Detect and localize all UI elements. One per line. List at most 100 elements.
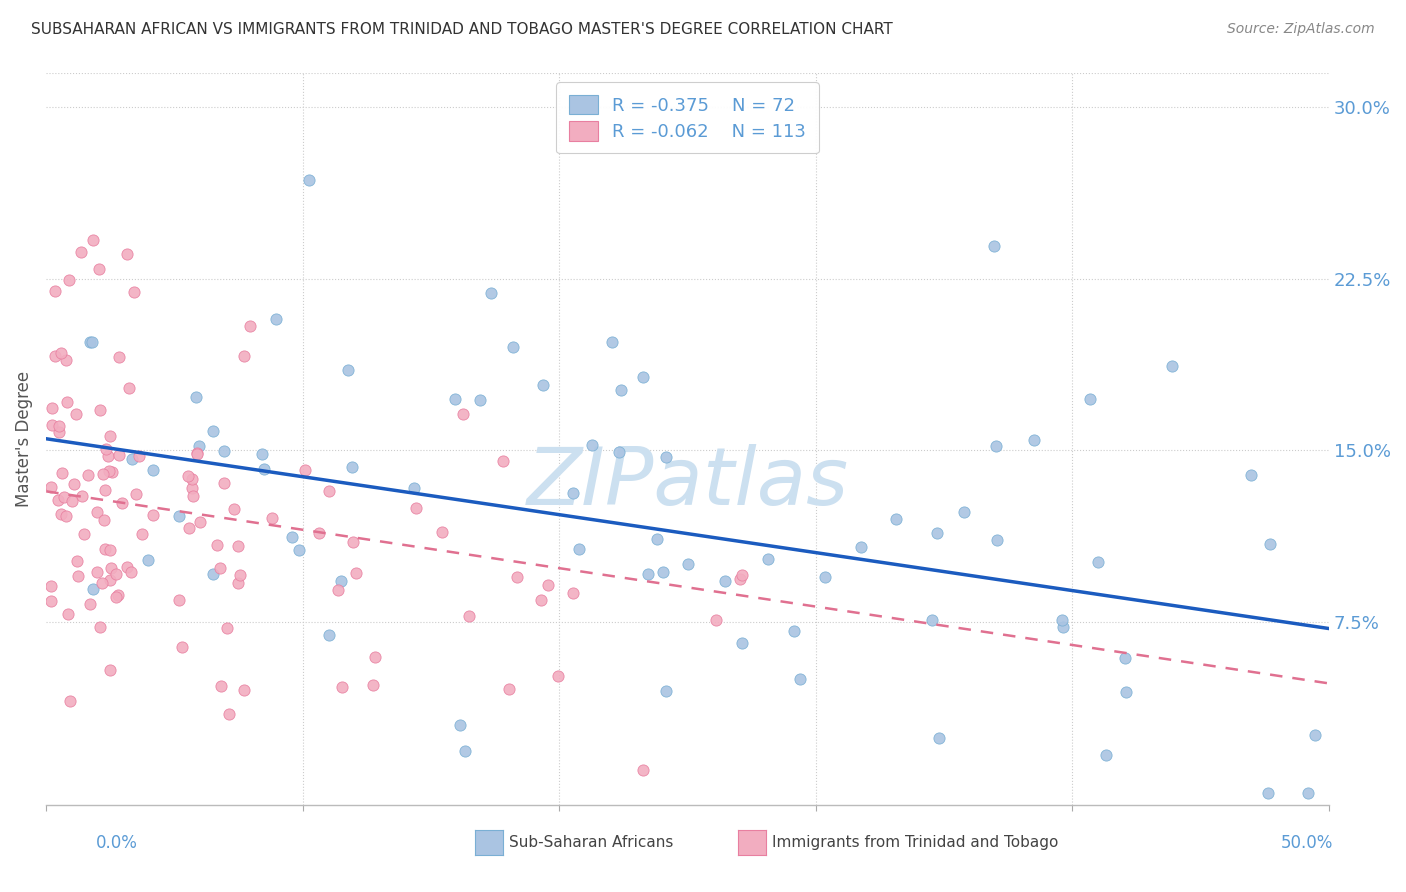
Point — [108, 351, 131, 365]
Point — [537, 578, 560, 592]
Point — [59, 694, 82, 708]
Point — [181, 472, 204, 486]
Point — [562, 585, 585, 599]
Point — [468, 392, 491, 407]
Point — [65, 554, 87, 568]
Point — [498, 682, 520, 697]
Point — [1240, 468, 1263, 483]
Point — [169, 509, 191, 524]
Point — [177, 521, 200, 535]
Point — [531, 377, 554, 392]
Point — [1052, 620, 1074, 634]
Point — [318, 483, 340, 498]
Point — [568, 542, 591, 557]
Point — [218, 706, 240, 721]
Point — [1115, 685, 1137, 699]
Point — [252, 447, 274, 461]
Point — [97, 450, 120, 464]
Point — [209, 679, 232, 693]
Point — [953, 505, 976, 519]
Point — [226, 539, 249, 553]
Point — [233, 683, 256, 698]
Point — [340, 460, 363, 475]
Point — [91, 467, 114, 481]
Point — [188, 515, 211, 529]
Point — [121, 451, 143, 466]
Point — [98, 573, 121, 587]
Point — [100, 561, 122, 575]
Text: 50.0%: 50.0% — [1281, 834, 1333, 852]
Point — [336, 363, 359, 377]
Point — [637, 566, 659, 581]
Point — [402, 481, 425, 495]
Point — [183, 490, 205, 504]
Point — [361, 678, 384, 692]
Point — [1024, 434, 1046, 448]
Point — [93, 542, 115, 557]
Point — [984, 439, 1007, 453]
Point — [547, 668, 569, 682]
Point — [1087, 555, 1109, 569]
Point — [186, 447, 208, 461]
Point — [53, 490, 76, 504]
Point — [458, 608, 481, 623]
Point — [1080, 392, 1102, 406]
Point — [212, 476, 235, 491]
Point — [298, 173, 321, 187]
Point — [631, 369, 654, 384]
Point — [432, 524, 454, 539]
Point — [107, 588, 129, 602]
Point — [1095, 747, 1118, 762]
Point — [928, 731, 950, 745]
Point — [41, 401, 63, 415]
Point — [44, 284, 66, 298]
Point — [444, 392, 467, 406]
Point — [607, 444, 630, 458]
Point — [124, 285, 146, 299]
Point — [118, 381, 141, 395]
Point — [120, 565, 142, 579]
Point — [128, 449, 150, 463]
Point — [136, 552, 159, 566]
Point — [167, 593, 190, 607]
Point — [55, 509, 77, 524]
Point — [730, 572, 752, 586]
Point — [46, 493, 69, 508]
Point — [1296, 786, 1319, 800]
Point — [814, 570, 837, 584]
Point — [79, 335, 101, 350]
Point — [652, 565, 675, 579]
Point — [41, 579, 63, 593]
Point — [188, 439, 211, 453]
Point — [342, 535, 364, 549]
Point — [41, 479, 63, 493]
Point — [921, 613, 943, 627]
Point — [318, 628, 340, 642]
Point — [100, 543, 122, 558]
Text: ZIPatlas: ZIPatlas — [526, 443, 849, 522]
Text: Source: ZipAtlas.com: Source: ZipAtlas.com — [1227, 22, 1375, 37]
Point — [186, 445, 208, 459]
Point — [654, 684, 676, 698]
Point — [730, 567, 752, 582]
Point — [1114, 651, 1136, 665]
Point — [49, 345, 72, 359]
Point — [170, 640, 193, 654]
Point — [1161, 359, 1184, 373]
Point — [678, 557, 700, 571]
Point — [142, 508, 165, 522]
Point — [202, 424, 225, 438]
Point — [91, 576, 114, 591]
Point — [451, 407, 474, 421]
Point — [101, 465, 124, 479]
Point — [449, 717, 471, 731]
Point — [201, 566, 224, 581]
Point — [89, 402, 111, 417]
Point — [111, 496, 134, 510]
Point — [215, 621, 238, 635]
Point — [51, 466, 73, 480]
Point — [308, 526, 330, 541]
Point — [82, 334, 104, 349]
Legend: R = -0.375    N = 72, R = -0.062    N = 113: R = -0.375 N = 72, R = -0.062 N = 113 — [557, 82, 818, 153]
Point — [60, 493, 83, 508]
